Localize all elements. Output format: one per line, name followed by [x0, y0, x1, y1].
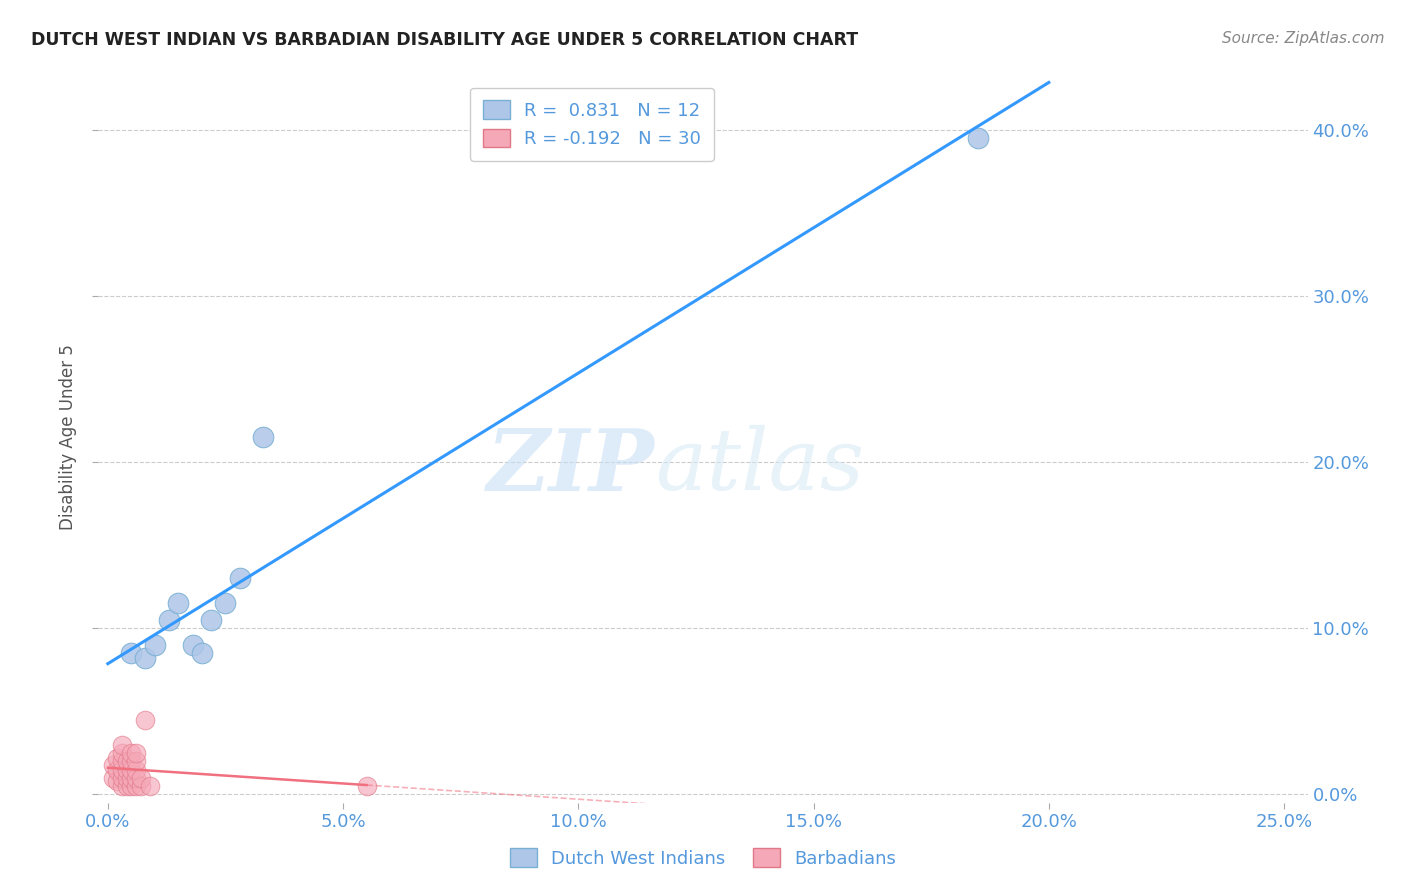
Point — [120, 746, 142, 760]
Y-axis label: Disability Age Under 5: Disability Age Under 5 — [59, 344, 77, 530]
Point — [129, 771, 152, 785]
Point — [120, 646, 142, 660]
Text: Source: ZipAtlas.com: Source: ZipAtlas.com — [1222, 31, 1385, 46]
Point — [111, 763, 134, 777]
Point — [120, 779, 142, 793]
Legend: Dutch West Indians, Barbadians: Dutch West Indians, Barbadians — [499, 838, 907, 879]
Point — [115, 763, 138, 777]
Point — [120, 771, 142, 785]
Point — [181, 638, 204, 652]
Text: DUTCH WEST INDIAN VS BARBADIAN DISABILITY AGE UNDER 5 CORRELATION CHART: DUTCH WEST INDIAN VS BARBADIAN DISABILIT… — [31, 31, 858, 49]
Point — [101, 771, 124, 785]
Legend: R =  0.831   N = 12, R = -0.192   N = 30: R = 0.831 N = 12, R = -0.192 N = 30 — [470, 87, 714, 161]
Point — [356, 779, 378, 793]
Point — [115, 771, 138, 785]
Point — [191, 646, 214, 660]
Point — [115, 754, 138, 768]
Point — [105, 763, 128, 777]
Point — [111, 746, 134, 760]
Point — [111, 779, 134, 793]
Point — [105, 774, 128, 789]
Point — [967, 131, 990, 145]
Point — [125, 763, 148, 777]
Point — [228, 571, 250, 585]
Point — [157, 613, 180, 627]
Point — [214, 596, 236, 610]
Text: ZIP: ZIP — [486, 425, 655, 508]
Point — [120, 763, 142, 777]
Point — [167, 596, 190, 610]
Point — [125, 771, 148, 785]
Point — [200, 613, 222, 627]
Point — [134, 651, 156, 665]
Point — [129, 779, 152, 793]
Point — [115, 779, 138, 793]
Text: atlas: atlas — [655, 425, 863, 508]
Point — [252, 430, 274, 444]
Point — [125, 754, 148, 768]
Point — [120, 754, 142, 768]
Point — [134, 713, 156, 727]
Point — [111, 771, 134, 785]
Point — [125, 779, 148, 793]
Point — [111, 738, 134, 752]
Point — [139, 779, 162, 793]
Point — [111, 754, 134, 768]
Point — [105, 751, 128, 765]
Point — [143, 638, 166, 652]
Point — [101, 757, 124, 772]
Point — [125, 746, 148, 760]
